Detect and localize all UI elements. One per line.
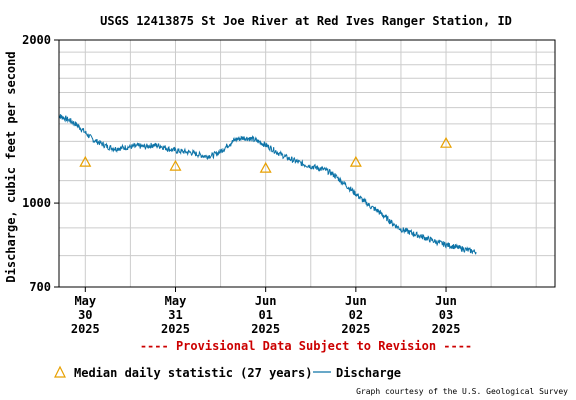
x-tick-label: 03 <box>439 308 453 322</box>
legend: Median daily statistic (27 years) Discha… <box>54 365 401 380</box>
x-tick-label: 01 <box>258 308 272 322</box>
median-point <box>169 159 182 171</box>
legend-median-label: Median daily statistic (27 years) <box>74 366 312 380</box>
legend-median-marker <box>54 365 66 378</box>
x-tick-label: May <box>74 294 96 308</box>
x-tick-label: Jun <box>345 294 367 308</box>
y-tick-label: 700 <box>29 280 51 294</box>
plot-frame <box>58 39 556 288</box>
y-tick-label: 2000 <box>22 33 51 47</box>
discharge-line <box>58 113 477 255</box>
median-point <box>349 155 362 167</box>
series <box>58 113 477 255</box>
x-tick-label: 31 <box>168 308 182 322</box>
x-tick-label: 2025 <box>341 322 370 336</box>
y-axis-label: Discharge, cubic feet per second <box>4 51 18 282</box>
x-tick-label: May <box>165 294 187 308</box>
x-tick-label: 2025 <box>161 322 190 336</box>
x-tick-label: 2025 <box>71 322 100 336</box>
median-point <box>79 155 92 167</box>
grid <box>59 40 555 287</box>
x-axis: May302025May312025Jun012025Jun022025Jun0… <box>71 287 461 336</box>
legend-discharge-label: Discharge <box>336 366 401 380</box>
chart-title: USGS 12413875 St Joe River at Red Ives R… <box>100 14 512 28</box>
x-tick-label: 2025 <box>251 322 280 336</box>
y-axis: 700 1000 2000 <box>22 33 59 294</box>
x-tick-label: Jun <box>255 294 277 308</box>
credit-text: Graph courtesy of the U.S. Geological Su… <box>356 387 568 396</box>
x-tick-label: Jun <box>435 294 457 308</box>
median-point <box>440 136 453 148</box>
y-tick-label: 1000 <box>22 196 51 210</box>
x-tick-label: 02 <box>349 308 363 322</box>
x-tick-label: 2025 <box>432 322 461 336</box>
median-point <box>259 161 272 173</box>
plot-area <box>59 40 555 287</box>
x-tick-label: 30 <box>78 308 92 322</box>
provisional-note: ---- Provisional Data Subject to Revisio… <box>140 339 472 353</box>
